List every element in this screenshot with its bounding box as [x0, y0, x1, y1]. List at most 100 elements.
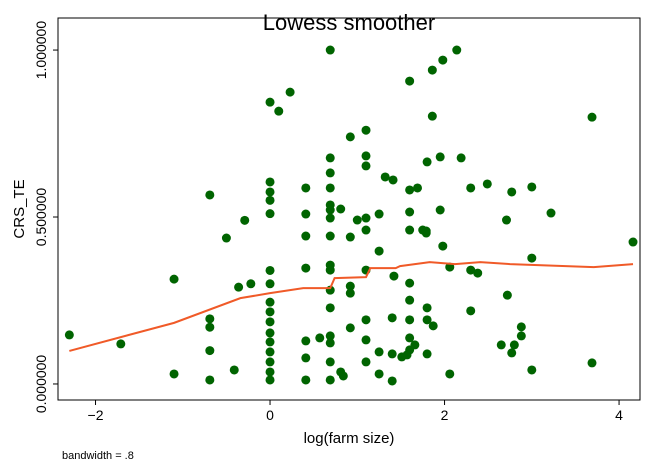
point [265, 367, 275, 377]
point [325, 45, 335, 55]
point [466, 306, 476, 316]
point [325, 231, 335, 241]
point [438, 241, 448, 251]
point [445, 369, 455, 379]
point [265, 195, 275, 205]
point [345, 281, 355, 291]
point [405, 225, 415, 235]
point [361, 335, 371, 345]
point [205, 375, 215, 385]
point [64, 330, 74, 340]
point [405, 278, 415, 288]
y-tick-label: 0.000000 [33, 355, 49, 414]
chart-title: Lowess smoother [263, 10, 435, 35]
point [205, 314, 215, 324]
x-tick-label: −2 [88, 407, 104, 423]
point [374, 209, 384, 219]
point [265, 187, 275, 197]
point [435, 152, 445, 162]
point [325, 183, 335, 193]
point [422, 303, 432, 313]
point [301, 263, 311, 273]
point [265, 307, 275, 317]
point [234, 282, 244, 292]
point [516, 331, 526, 341]
point [265, 209, 275, 219]
point [301, 336, 311, 346]
point [338, 371, 348, 381]
point [405, 207, 415, 217]
point [345, 323, 355, 333]
point [387, 313, 397, 323]
point [345, 288, 355, 298]
point [336, 204, 346, 214]
point [205, 190, 215, 200]
point [435, 205, 445, 215]
point [169, 369, 179, 379]
point [387, 376, 397, 386]
point [412, 183, 422, 193]
point [422, 349, 432, 359]
point [265, 317, 275, 327]
point [473, 268, 483, 278]
point [361, 315, 371, 325]
point [325, 375, 335, 385]
point [361, 225, 371, 235]
y-tick-label: 1.000000 [33, 21, 49, 80]
point [427, 65, 437, 75]
point [265, 279, 275, 289]
point [507, 348, 517, 358]
point [374, 347, 384, 357]
point [265, 357, 275, 367]
point [301, 209, 311, 219]
point [587, 112, 597, 122]
point [527, 365, 537, 375]
point [405, 333, 415, 343]
point [428, 321, 438, 331]
point [427, 111, 437, 121]
point [265, 375, 275, 385]
x-tick-label: 4 [615, 407, 623, 423]
point [221, 233, 231, 243]
point [516, 322, 526, 332]
point [274, 106, 284, 116]
point [169, 274, 179, 284]
point [527, 253, 537, 263]
point [325, 338, 335, 348]
point [361, 151, 371, 161]
point [482, 179, 492, 189]
point [352, 215, 362, 225]
point [265, 177, 275, 187]
point [315, 333, 325, 343]
point [265, 297, 275, 307]
point [265, 337, 275, 347]
y-tick-label: 0.500000 [33, 188, 49, 247]
point [345, 132, 355, 142]
point [501, 215, 511, 225]
point [325, 153, 335, 163]
point [301, 353, 311, 363]
note: bandwidth = .8 [62, 450, 134, 462]
point [205, 346, 215, 356]
point [587, 358, 597, 368]
point [422, 157, 432, 167]
point [325, 303, 335, 313]
point [301, 183, 311, 193]
point [116, 339, 126, 349]
point [405, 295, 415, 305]
point [265, 347, 275, 357]
point [265, 328, 275, 338]
point [466, 265, 476, 275]
point [374, 246, 384, 256]
point [496, 340, 506, 350]
point [361, 125, 371, 135]
point [628, 237, 638, 247]
point [361, 357, 371, 367]
point [301, 375, 311, 385]
point [265, 97, 275, 107]
point [502, 290, 512, 300]
lowess-line [69, 261, 634, 352]
plot-frame [57, 17, 641, 401]
point [456, 153, 466, 163]
